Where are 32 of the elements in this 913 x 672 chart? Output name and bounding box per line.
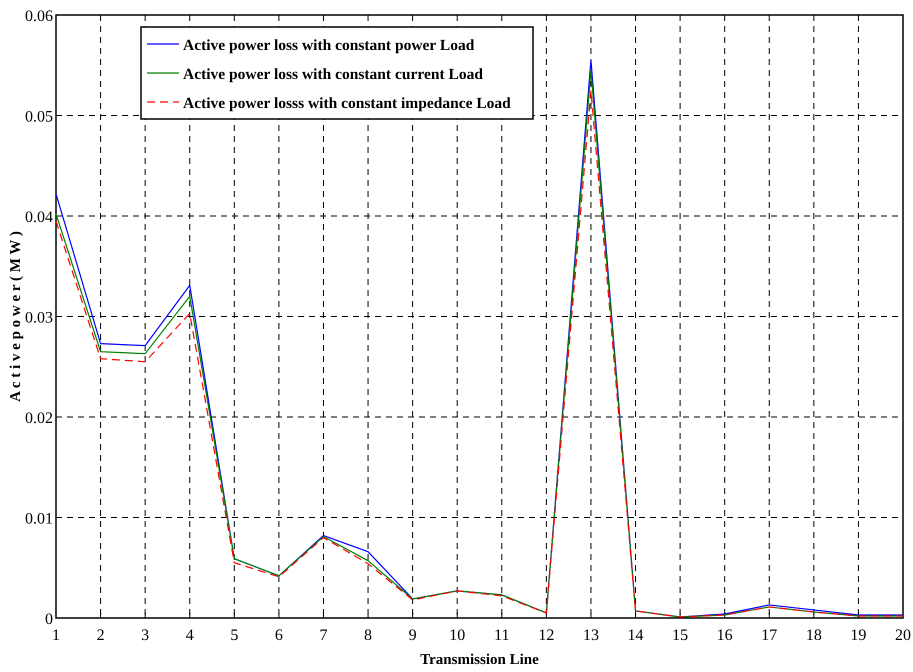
x-tick-label: 2 bbox=[96, 627, 105, 644]
x-tick-label: 17 bbox=[761, 627, 778, 644]
x-tick-label: 15 bbox=[672, 627, 688, 644]
y-tick-label: 0.05 bbox=[25, 108, 53, 126]
x-tick-label: 13 bbox=[582, 627, 599, 644]
x-tick-label: 10 bbox=[449, 627, 466, 644]
x-tick-label: 18 bbox=[806, 627, 822, 644]
x-tick-label: 3 bbox=[141, 627, 150, 644]
x-tick-label: 9 bbox=[408, 627, 417, 644]
y-axis-title: A c t i v e p o w e r ( M W ) bbox=[8, 231, 24, 402]
x-tick-label: 7 bbox=[319, 627, 328, 644]
y-tick-label: 0.02 bbox=[25, 410, 53, 427]
y-tick-label: 0.06 bbox=[25, 8, 53, 25]
x-tick-label: 20 bbox=[895, 627, 911, 644]
x-tick-label: 19 bbox=[850, 627, 866, 644]
y-tick-label: 0.04 bbox=[25, 209, 53, 226]
x-tick-label: 4 bbox=[186, 627, 194, 644]
x-tick-label: 5 bbox=[230, 627, 238, 644]
x-tick-label: 14 bbox=[628, 627, 644, 644]
y-tick-label: 0.01 bbox=[25, 510, 53, 528]
x-tick-label: 1 bbox=[52, 627, 60, 644]
x-tick-label: 6 bbox=[274, 627, 283, 644]
x-tick-label: 8 bbox=[364, 627, 372, 644]
x-tick-label: 12 bbox=[538, 627, 554, 644]
legend-label: Active power loss with constant current Load bbox=[183, 66, 484, 83]
x-axis-title: Transmission Line bbox=[420, 652, 540, 668]
x-tick-label: 11 bbox=[494, 627, 510, 644]
legend-label: Active power loss with constant power Load bbox=[183, 37, 475, 54]
y-tick-label: 0 bbox=[45, 611, 53, 628]
y-tick-label: 0.03 bbox=[25, 310, 53, 326]
x-tick-label: 16 bbox=[716, 627, 733, 644]
legend-label: Active power losss with constant impedance Load bbox=[183, 95, 512, 112]
